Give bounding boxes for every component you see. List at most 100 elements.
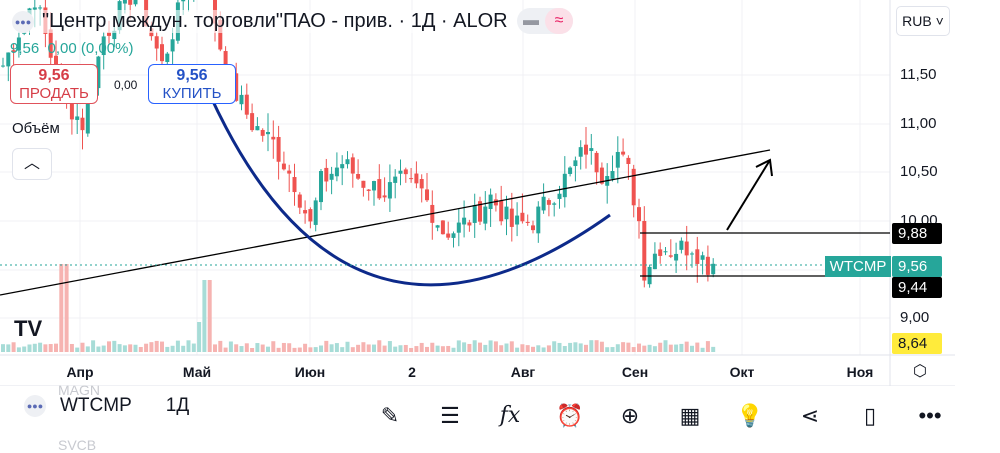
volume-bar [700,347,705,352]
volume-bar [112,340,117,352]
more-icon[interactable]: ••• [918,403,942,428]
volume-bar [509,341,514,352]
candle-body [287,170,292,174]
indicators-fx-icon[interactable]: fx [499,403,521,428]
layout-grid-icon[interactable]: ▦ [679,403,701,428]
volume-bar [334,343,339,352]
candle-body [38,7,43,9]
volume-bar [440,346,445,352]
volume-bar [6,344,11,352]
idea-lightbulb-icon[interactable]: 💡 [736,403,764,428]
volume-bar [223,347,228,352]
candle-body [250,113,255,131]
volume-bar [610,347,615,352]
volume-bar [658,342,663,352]
candle-body [266,131,270,135]
volume-bar [488,340,493,352]
candle-body [308,209,313,222]
candle-body [536,206,541,234]
candle-body [329,173,334,180]
volume-bar [80,342,85,352]
volume-bar [419,342,424,352]
volume-bar [181,345,186,352]
minus-icon[interactable]: ▬ [523,12,539,29]
interval[interactable]: 1Д [165,395,190,416]
candle-body [631,168,636,206]
candle-body [260,129,265,136]
candle-body [80,117,85,131]
volume-bar [366,344,371,352]
candle-body [101,36,106,56]
volume-bar [679,343,684,352]
volume-bar [430,342,435,352]
volume-bar [239,346,244,352]
volume-label[interactable]: Объём [12,120,60,137]
collapse-button[interactable]: ︿ [12,148,52,180]
volume-bar [202,280,207,352]
volume-bar [91,340,96,352]
candle-body [218,19,223,50]
volume-bar [493,341,498,352]
title-text: "Центр междун. торговли"ПАО - прив. · 1Д… [42,10,508,32]
sell-button[interactable]: 9,56 ПРОДАТЬ [10,64,98,104]
tradingview-logo[interactable]: TV [14,316,43,341]
chart-title[interactable]: ●●● "Центр междун. торговли"ПАО - прив. ·… [12,10,508,33]
candle-body [446,233,451,238]
drawing-pencil-icon[interactable]: ✎ [380,403,400,428]
volume-bar [96,346,101,352]
volume-bar [244,343,249,352]
volume-bar [138,346,143,352]
price-chart[interactable] [0,0,1000,386]
add-circle-icon[interactable]: ⊕ [620,403,640,428]
price-tick: 11,00 [900,115,937,132]
volume-bar [642,345,647,352]
volume-bar [578,343,583,352]
volume-bar [372,344,376,352]
candle-body [234,73,239,101]
price-change: 9,56 0,00 (0,00%) [10,40,133,57]
share-icon[interactable]: ⋖ [800,403,820,428]
volume-bar [589,340,594,352]
candle-type-icon[interactable]: ▯ [863,403,877,428]
candle-body [276,136,281,162]
alarm-clock-icon[interactable]: ⏰ [556,403,584,428]
volume-bar [456,340,461,352]
volume-bar [621,342,626,352]
volume-bar [409,347,414,352]
candle-body [75,116,80,120]
symbol-selector[interactable]: ●●● WTCMP 1Д [24,395,189,417]
candle-body [350,157,355,174]
add-note-icon[interactable]: ☰ [440,403,460,428]
volume-bar [175,340,180,352]
volume-bar [631,347,636,352]
volume-bar [356,344,361,352]
volume-bar [207,280,212,352]
candle-body [594,152,599,173]
volume-bar [218,340,223,352]
volume-bar [674,344,679,352]
candle-body [340,164,345,169]
price-tick: 10,50 [900,163,938,180]
volume-bar [228,341,233,352]
currency-select[interactable]: RUB ˅ [896,6,950,36]
volume-bar [281,342,286,352]
volume-bar [122,345,127,352]
candle-body [531,225,535,231]
volume-bar [515,347,520,352]
candle-body [393,176,398,183]
volume-bar [191,343,196,352]
time-tick: Авг [510,364,536,380]
ticker[interactable]: WTCMP [60,395,132,416]
buy-button[interactable]: 9,56 КУПИТЬ [148,64,236,104]
candle-body [425,189,429,201]
candle-body [668,255,673,257]
settings-hexagon-icon[interactable]: ⬡ [913,363,927,380]
time-tick: Ноя [846,364,874,380]
lower-level-tag: 9,44 [892,277,942,298]
wave-icon[interactable]: ≈ [545,8,573,34]
volume-bar [387,341,392,352]
candle-body [642,220,647,281]
chart-toggles[interactable]: ▬ ≈ [517,8,573,34]
candle-body [414,173,419,184]
volume-bar [1,344,5,352]
